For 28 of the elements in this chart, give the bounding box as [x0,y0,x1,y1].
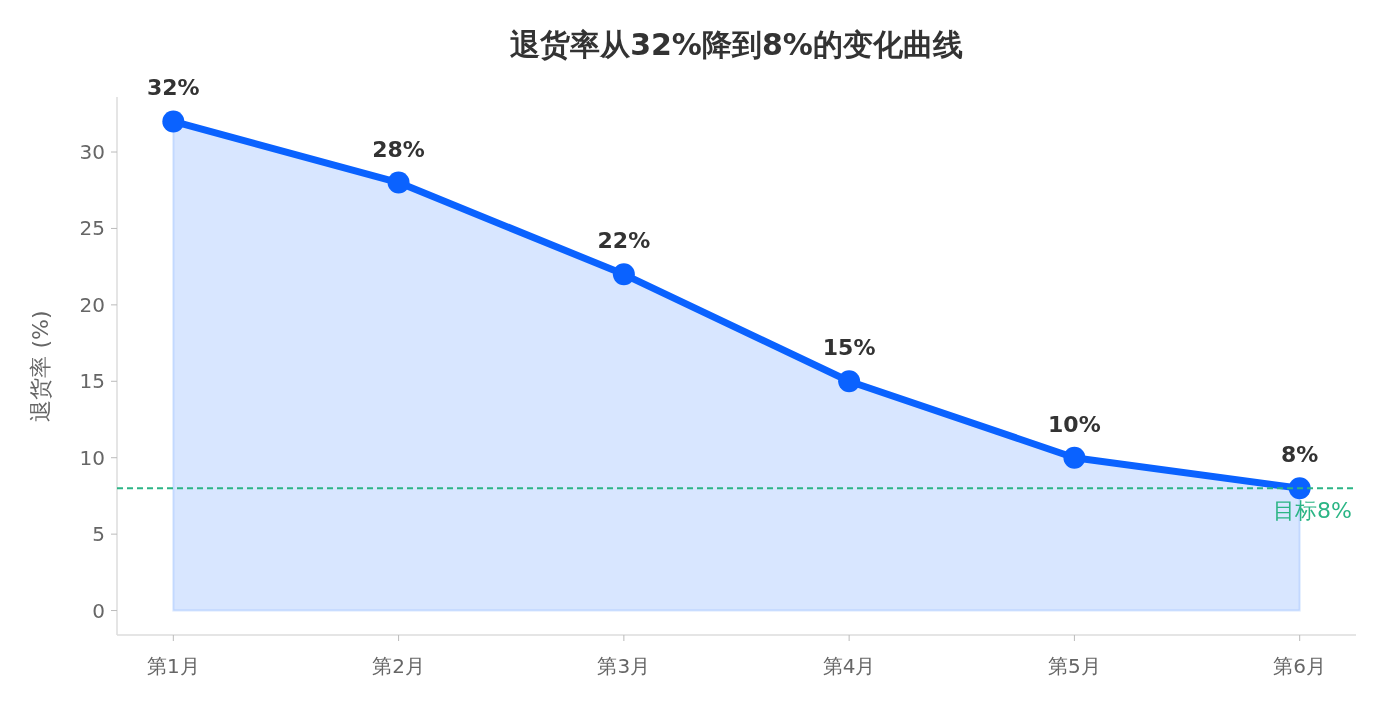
y-tick-label: 25 [79,216,105,241]
data-label: 8% [1281,442,1319,468]
x-tick-label: 第3月 [597,654,651,678]
x-tick-label: 第1月 [146,654,200,678]
data-label: 22% [597,228,651,254]
chart-title: 退货率从32%降到8%的变化曲线 [510,27,963,62]
y-tick-label: 15 [79,369,105,394]
y-tick-label: 10 [79,445,105,470]
y-axis-title: 退货率 (%) [28,310,53,422]
x-tick-label: 第5月 [1048,654,1101,678]
x-tick-label: 第2月 [372,654,425,678]
data-label: 32% [146,75,200,101]
data-label: 10% [1048,411,1101,437]
y-tick-label: 30 [79,140,105,165]
point [1063,446,1086,469]
x-tick-label: 第4月 [822,654,876,678]
point [387,171,410,194]
point [1288,477,1311,500]
data-label: 28% [372,136,425,162]
y-tick-label: 5 [92,522,105,547]
point [838,370,861,393]
y-tick-label: 0 [92,598,105,623]
point [612,263,635,286]
point [162,110,185,133]
data-label: 15% [822,335,876,361]
y-tick-label: 20 [79,292,105,317]
ref-line-label: 目标8% [1273,498,1352,524]
x-tick-label: 第6月 [1273,654,1327,678]
